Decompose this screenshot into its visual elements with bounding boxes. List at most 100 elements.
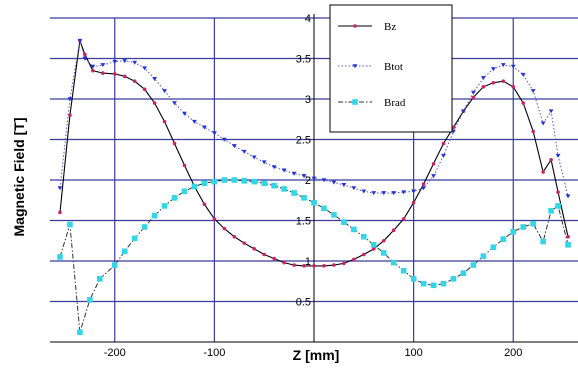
x-tick-label: -100 xyxy=(203,347,225,359)
data-point-brad xyxy=(161,203,168,209)
data-point-bz xyxy=(566,234,570,239)
data-point-brad xyxy=(57,254,63,260)
data-point-bz xyxy=(232,234,237,239)
legend-marker-brad xyxy=(352,99,358,105)
data-point-btot xyxy=(251,155,257,160)
data-point-bz xyxy=(511,85,516,89)
data-point-btot xyxy=(231,144,237,149)
data-point-bz xyxy=(132,79,137,83)
data-point-brad xyxy=(141,224,148,230)
data-point-bz xyxy=(431,162,436,166)
data-point-btot xyxy=(281,168,287,173)
data-point-brad xyxy=(321,205,327,212)
y-tick-label: 2 xyxy=(305,175,311,187)
data-point-btot xyxy=(221,137,227,142)
data-point-btot xyxy=(548,109,554,114)
y-axis-title: Magnetic Field [T] xyxy=(11,118,27,237)
data-point-bz xyxy=(312,264,316,268)
data-point-bz xyxy=(391,228,396,233)
data-point-brad xyxy=(67,221,73,228)
data-point-btot xyxy=(431,174,436,179)
data-point-brad xyxy=(500,236,507,242)
data-point-brad xyxy=(311,199,317,206)
data-point-btot xyxy=(500,63,506,68)
data-point-btot xyxy=(361,189,367,194)
data-point-bz xyxy=(182,163,187,168)
data-point-bz xyxy=(91,68,95,73)
legend-marker-btot xyxy=(352,64,358,69)
data-point-bz xyxy=(302,264,306,268)
data-point-bz xyxy=(411,200,416,205)
data-point-brad xyxy=(555,203,561,209)
data-point-btot xyxy=(301,174,307,179)
data-point-btot xyxy=(401,190,407,195)
data-point-bz xyxy=(362,252,366,257)
data-point-btot xyxy=(371,191,377,196)
y-tick-label: 1.5 xyxy=(296,216,311,228)
data-point-btot xyxy=(172,101,177,106)
data-point-brad xyxy=(97,276,103,282)
legend-entries: Bz Btot Brad xyxy=(338,21,406,109)
data-point-brad xyxy=(480,253,487,259)
y-tick-label: 3.5 xyxy=(296,54,311,66)
tick-labels: -200 -100 100 200 0.5 1 1.5 2 2.5 3 3.5 4 xyxy=(104,13,523,359)
data-point-brad xyxy=(271,182,277,189)
data-point-brad xyxy=(211,178,218,185)
data-point-bz xyxy=(531,129,535,134)
data-point-bz xyxy=(101,71,105,75)
data-point-btot xyxy=(461,109,466,114)
data-point-btot xyxy=(441,153,446,158)
data-point-bz xyxy=(471,95,476,100)
data-point-btot xyxy=(291,171,297,176)
data-point-bz xyxy=(212,217,217,221)
data-point-brad xyxy=(380,250,387,256)
data-point-btot xyxy=(271,165,277,170)
data-point-brad xyxy=(400,267,407,274)
data-point-bz xyxy=(421,182,426,186)
data-point-bz xyxy=(292,263,296,267)
data-point-brad xyxy=(251,178,258,185)
data-point-brad xyxy=(221,177,228,183)
data-point-btot xyxy=(480,76,486,81)
data-point-brad xyxy=(361,233,367,240)
data-point-bz xyxy=(381,238,386,243)
data-point-bz xyxy=(342,261,346,266)
data-point-brad xyxy=(450,276,457,282)
data-point-brad xyxy=(77,329,83,336)
data-point-bz xyxy=(441,141,446,146)
series-layer xyxy=(57,38,571,336)
data-point-bz xyxy=(371,247,376,251)
data-point-btot xyxy=(421,186,426,191)
data-point-brad xyxy=(301,195,307,201)
data-point-btot xyxy=(122,59,128,64)
data-point-brad xyxy=(291,190,297,196)
data-point-brad xyxy=(261,180,267,187)
data-point-brad xyxy=(231,177,238,183)
x-axis-title: Z [mm] xyxy=(293,347,340,363)
data-point-btot xyxy=(520,72,526,77)
data-point-brad xyxy=(410,276,417,282)
data-point-brad xyxy=(440,280,447,287)
data-point-btot xyxy=(381,191,387,196)
series-line-brad xyxy=(59,179,569,333)
data-point-btot xyxy=(411,189,417,194)
data-point-brad xyxy=(530,220,536,227)
data-point-bz xyxy=(481,85,486,89)
data-point-brad xyxy=(351,226,357,233)
data-point-btot xyxy=(82,56,88,61)
data-point-btot xyxy=(100,63,106,68)
data-point-brad xyxy=(191,183,198,190)
data-point-btot xyxy=(162,89,167,94)
data-point-brad xyxy=(131,235,138,242)
data-point-bz xyxy=(222,226,227,231)
data-point-brad xyxy=(201,180,208,187)
series-line-btot xyxy=(59,40,569,197)
data-point-brad xyxy=(470,262,477,268)
data-point-brad xyxy=(510,229,517,235)
legend-entry-bz: Bz xyxy=(338,21,396,33)
data-point-brad xyxy=(540,238,546,245)
data-point-brad xyxy=(490,244,497,251)
data-point-bz xyxy=(272,256,276,261)
